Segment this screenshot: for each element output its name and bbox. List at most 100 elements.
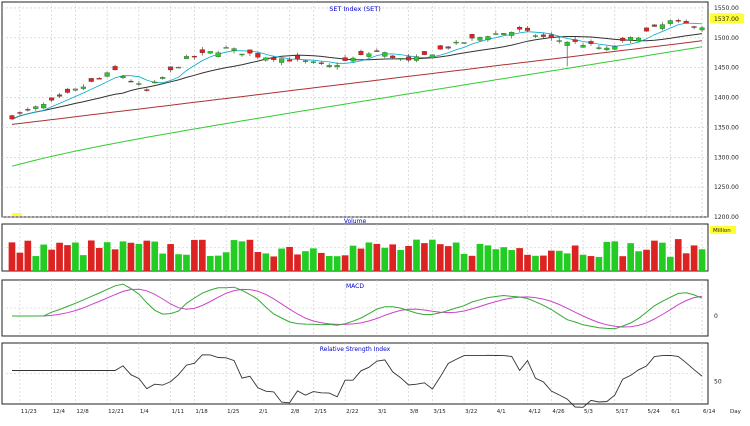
- candle-body: [144, 89, 150, 91]
- x-tick-label: 1/25: [227, 409, 240, 415]
- candle-body: [636, 37, 642, 42]
- volume-bar: [40, 244, 48, 271]
- volume-bar: [317, 252, 325, 271]
- x-tick-label: 12/4: [53, 409, 66, 415]
- volume-bar: [476, 243, 484, 271]
- candle-body: [191, 55, 197, 58]
- volume-bar: [151, 241, 159, 271]
- candle-body: [453, 41, 459, 44]
- volume-bar: [484, 245, 492, 271]
- volume-bar: [524, 254, 531, 271]
- candle-body: [525, 27, 531, 31]
- candle-body: [72, 88, 78, 91]
- candle-body: [548, 34, 554, 39]
- candle-body: [612, 46, 618, 50]
- volume-legend-swatch: [710, 226, 736, 234]
- rsi-panel-title: Relative Strength Index: [320, 346, 391, 353]
- volume-bar: [674, 239, 682, 271]
- volume-bar: [119, 241, 127, 271]
- candle-body: [406, 56, 412, 61]
- candle-body: [651, 24, 657, 27]
- volume-bar: [32, 256, 40, 271]
- volume-bar: [429, 239, 436, 271]
- candle-body: [390, 55, 396, 58]
- candle-body: [572, 39, 578, 42]
- volume-bar: [143, 240, 151, 271]
- volume-bar: [159, 253, 167, 271]
- x-tick-label: 3/1: [378, 409, 387, 415]
- candle-body: [215, 52, 221, 57]
- volume-bar: [246, 239, 254, 271]
- candle-body: [120, 75, 126, 79]
- volume-bar: [436, 244, 444, 271]
- volume-bar: [341, 255, 349, 271]
- volume-bar: [325, 256, 333, 271]
- volume-bar: [278, 248, 285, 271]
- price-y-tick-label: 1350.00: [714, 124, 739, 131]
- x-tick-label: 5/24: [648, 409, 661, 415]
- candle-body: [628, 37, 634, 41]
- x-tick-label: 3/22: [465, 409, 477, 415]
- volume-bar: [587, 256, 595, 271]
- x-axis-unit-label: Day: [730, 409, 742, 415]
- candle-body: [691, 26, 697, 28]
- candle-body: [421, 51, 427, 55]
- price-y-tick-label: 1250.00: [714, 184, 739, 191]
- volume-bar: [611, 241, 619, 271]
- volume-bar: [175, 254, 182, 271]
- moving-average-longest-line: [11, 40, 703, 125]
- volume-bar: [349, 245, 357, 271]
- candle-body: [310, 61, 316, 63]
- candle-body: [33, 106, 39, 109]
- volume-bar: [127, 242, 135, 271]
- volume-bar: [643, 249, 650, 271]
- volume-bar: [397, 250, 404, 271]
- volume-bar: [254, 252, 262, 271]
- candle-body: [64, 88, 71, 93]
- candle-body: [604, 47, 610, 51]
- candle-body: [231, 48, 237, 51]
- volume-bar: [555, 250, 563, 271]
- volume-bar: [270, 256, 278, 271]
- x-tick-label: 1/11: [172, 409, 184, 415]
- x-tick-label: 2/8: [291, 409, 300, 415]
- volume-bar: [135, 243, 143, 271]
- candle-body: [279, 58, 285, 63]
- volume-bar: [619, 256, 627, 271]
- price-panel-frame: [1, 1, 709, 218]
- x-tick-label: 2/22: [346, 409, 358, 415]
- price-y-tick-label: 1200.00: [714, 214, 739, 221]
- volume-bar: [214, 255, 222, 271]
- candle-body: [540, 34, 546, 37]
- candle-body: [469, 34, 475, 39]
- candle-body: [199, 49, 205, 53]
- x-tick-label: 12/8: [76, 409, 89, 415]
- volume-bar: [492, 249, 500, 271]
- x-tick-label: 2/1: [259, 409, 268, 415]
- volume-bar: [405, 245, 412, 271]
- volume-bar: [48, 249, 55, 271]
- moving-average-long-line: [11, 46, 703, 167]
- volume-bar: [111, 249, 119, 271]
- volume-bar: [595, 256, 603, 271]
- volume-bar: [294, 254, 301, 271]
- x-tick-label: 4/12: [529, 409, 541, 415]
- candle-body: [683, 21, 689, 24]
- candle-body: [326, 65, 332, 67]
- volume-bar: [262, 253, 270, 271]
- candle-body: [239, 53, 245, 56]
- x-tick-label: 5/3: [584, 409, 593, 415]
- last-price-label: 1537.00: [714, 16, 739, 23]
- price-y-tick-label: 1500.00: [714, 35, 739, 42]
- volume-bar: [547, 250, 555, 271]
- candle-body: [485, 36, 491, 41]
- volume-bar: [206, 255, 214, 271]
- volume-bar: [500, 247, 508, 271]
- volume-bar: [302, 251, 309, 271]
- candle-body: [350, 57, 356, 62]
- candle-body: [104, 72, 110, 77]
- volume-bar: [64, 245, 71, 271]
- price-y-tick-label: 1400.00: [714, 95, 739, 102]
